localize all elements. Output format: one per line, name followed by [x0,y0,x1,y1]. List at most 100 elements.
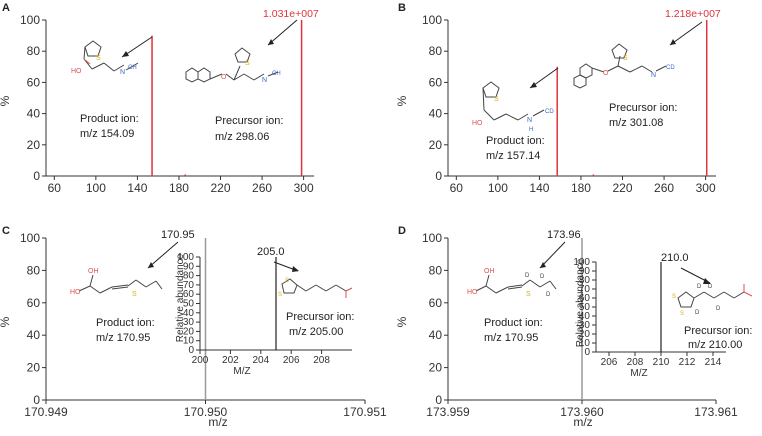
inset-y-tick-label: 0 [188,345,194,356]
product-ion-structure-icon [482,81,545,121]
precursor-ion-label: Precursor ion: [286,311,354,323]
inset-y-tick-label: 20 [579,329,591,340]
panel-letter: B [398,2,406,14]
svg-text:S: S [132,291,137,298]
y-tick-label: 40 [27,107,41,121]
product-ion-label: Product ion: [486,135,545,147]
y-tick-label: 60 [27,296,41,310]
svg-text:HO: HO [467,289,478,296]
product-arrow-icon [539,241,566,269]
y-axis-label: % [395,316,409,327]
svg-text:S: S [285,278,289,284]
inset-spectrum: Relative abundance M/Z 01020304050607080… [175,246,354,377]
svg-text:CH: CH [128,65,137,71]
svg-text:D: D [540,274,545,280]
product-ion-structure-icon [78,274,163,294]
y-tick-label: 60 [429,75,443,89]
inset-y-tick-label: 10 [579,338,591,349]
product-ion-label: Product ion: [96,317,155,329]
y-tick-label: 80 [429,44,443,58]
x-tick-label: 260 [252,181,272,195]
x-tick-label: 60 [450,181,464,195]
y-tick-label: 100 [422,231,442,245]
inset-x-tick-label: 208 [627,357,644,368]
y-tick-label: 100 [20,231,40,245]
inset-y-axis-label: Relative abundance [575,258,586,347]
precursor-ion-mz: m/z 210.00 [688,339,742,351]
y-tick-label: 40 [27,328,41,342]
product-ion-structure-icon [83,40,139,72]
inset-y-tick-label: 10 [183,336,195,347]
inset-spectrum: Relative abundance M/Z 01020304050607080… [573,252,752,379]
svg-text:S: S [494,96,499,103]
inset-y-tick-label: 70 [183,280,195,291]
inset-x-tick-label: 200 [192,355,209,366]
svg-text:N: N [651,72,656,79]
inset-x-tick-label: 208 [313,355,330,366]
svg-text:H: H [529,127,533,133]
svg-text:S: S [672,294,676,300]
precursor-ion-mz: m/z 298.06 [215,131,269,143]
svg-text:D: D [525,273,530,279]
inset-x-axis-label: M/Z [630,368,647,379]
svg-text:D: D [546,292,551,298]
svg-text:CH: CH [272,71,281,77]
peak-label: 170.95 [161,229,195,241]
x-tick-label: 60 [48,181,62,195]
inset-y-tick-label: 30 [183,317,195,328]
x-tick-label: 180 [571,181,591,195]
product-ion-structure-icon [475,274,557,294]
y-tick-label: 0 [435,393,442,407]
x-tick-label: 140 [127,181,147,195]
inset-x-tick-label: 210 [653,357,670,368]
precursor-ion-structure-icon [677,284,753,308]
precursor-ion-mz: m/z 205.00 [289,326,343,338]
x-tick-label: 170.949 [24,405,68,419]
inset-y-tick-label: 80 [579,275,591,286]
svg-text:O: O [221,74,227,81]
y-axis-label: % [395,95,409,106]
inset-y-tick-label: 50 [183,299,195,310]
y-tick-label: 100 [20,13,40,27]
svg-text:OH: OH [88,268,99,275]
y-tick-label: 0 [33,169,40,183]
svg-text:CD: CD [545,109,554,115]
inset-y-tick-label: 70 [579,284,591,295]
svg-text:D: D [697,284,702,290]
y-axis-label: % [0,316,12,327]
inset-x-tick-label: 204 [252,355,269,366]
product-arrow-icon [529,67,559,89]
product-ion-mz: m/z 170.95 [96,332,150,344]
x-axis-label: m/z [208,415,227,429]
y-tick-label: 60 [27,75,41,89]
y-tick-label: 0 [435,169,442,183]
x-tick-label: 220 [612,181,632,195]
peak-label: 173.96 [547,229,581,241]
x-tick-label: 170.951 [343,405,387,419]
svg-text:S: S [526,291,531,298]
inset-y-tick-label: 100 [177,252,194,263]
precursor-ion-structure-icon [573,43,667,89]
inset-y-axis-label: Relative abundance [175,253,186,342]
svg-text:D: D [695,310,700,316]
y-tick-label: 20 [27,361,41,375]
inset-peak-label: 210.0 [661,252,689,264]
svg-text:HO: HO [70,289,81,296]
plot-marks: 0 20 40 60 80 100 60 100 140 180 220 260 300 [20,13,314,195]
y-axis-label: % [0,95,12,106]
inset-x-tick-label: 214 [705,357,722,368]
svg-text:N: N [120,69,125,76]
precursor-ion-label: Precursor ion: [215,115,283,127]
svg-text:N: N [262,77,267,84]
precursor-ion-structure-icon [281,278,353,298]
inset-y-tick-label: 90 [183,261,195,272]
inset-y-tick-label: 40 [183,308,195,319]
svg-text:HO: HO [71,68,82,75]
svg-text:OH: OH [484,268,495,275]
y-tick-label: 80 [27,44,41,58]
x-tick-label: 260 [654,181,674,195]
x-tick-label: 300 [294,181,314,195]
